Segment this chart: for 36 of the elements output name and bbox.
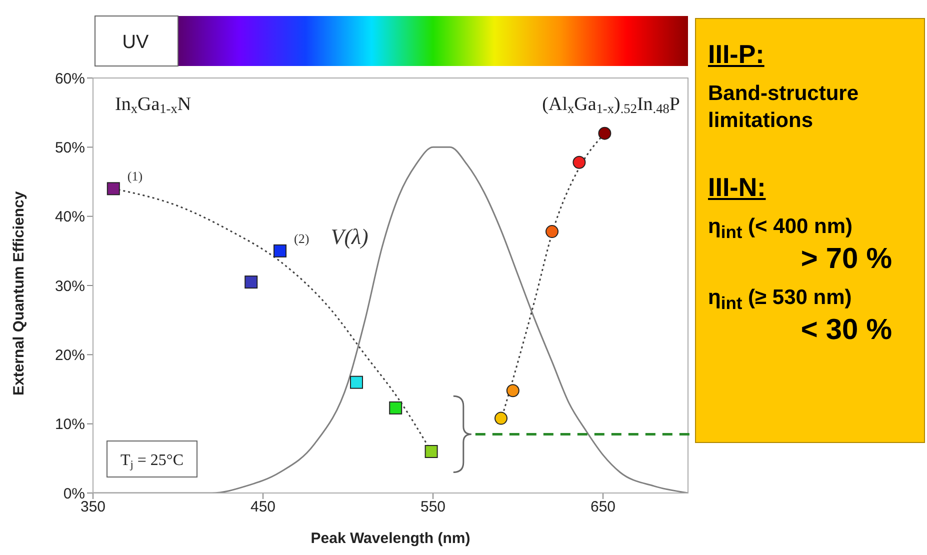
y-tick-label: 10%	[54, 416, 85, 434]
text: η$_{int}$ (< 400 nm)	[708, 215, 854, 244]
point	[506, 384, 520, 398]
annotation: In$_{x}$Ga$_{1-x}$N	[115, 94, 192, 116]
text: > 70 %	[800, 243, 893, 276]
annotation: T$_{j}$ = 25°C	[120, 452, 184, 471]
text: η$_{int}$ (≥ 530 nm)	[708, 286, 853, 314]
point	[494, 412, 508, 425]
point	[424, 445, 438, 458]
annotation: V(λ)	[330, 224, 368, 249]
y-tick-label: 20%	[54, 346, 85, 364]
y-tick-label: 40%	[54, 208, 85, 226]
x-tick-label: 550	[420, 498, 446, 516]
y-axis-title: External Quantum Efficiency	[10, 190, 28, 396]
point	[274, 244, 286, 258]
point	[572, 156, 586, 169]
annotation: (1)	[127, 168, 143, 184]
point	[546, 225, 558, 238]
y-tick-label: 60%	[54, 70, 85, 88]
point	[106, 182, 120, 196]
text: (Al$_{x}$Ga$_{1-x}$)$_{.52}$In$_{.48}$P	[542, 94, 680, 116]
text: UV	[122, 32, 150, 53]
point	[389, 401, 402, 414]
text: III-N:	[708, 172, 767, 203]
text: III-P:	[708, 39, 766, 70]
annotation: (2)	[294, 230, 310, 246]
point	[244, 276, 258, 289]
text: Band-structure limitations	[708, 81, 860, 134]
y-tick-label: 30%	[54, 278, 85, 295]
x-axis-title: Peak Wavelength (nm)	[310, 530, 470, 547]
x-tick-label: 650	[590, 498, 616, 516]
x-tick-label: 450	[250, 498, 276, 516]
point	[350, 376, 363, 389]
point	[598, 126, 612, 140]
y-tick-label: 50%	[54, 139, 85, 156]
text: < 30 %	[800, 314, 893, 348]
